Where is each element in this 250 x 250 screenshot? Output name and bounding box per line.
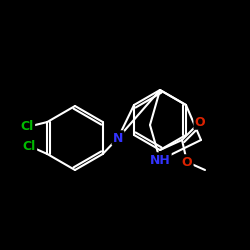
- Text: Cl: Cl: [23, 140, 36, 152]
- Text: NH: NH: [150, 154, 171, 166]
- Text: N: N: [113, 132, 123, 144]
- Text: O: O: [195, 116, 205, 128]
- Text: Cl: Cl: [21, 120, 34, 134]
- Text: O: O: [182, 156, 192, 168]
